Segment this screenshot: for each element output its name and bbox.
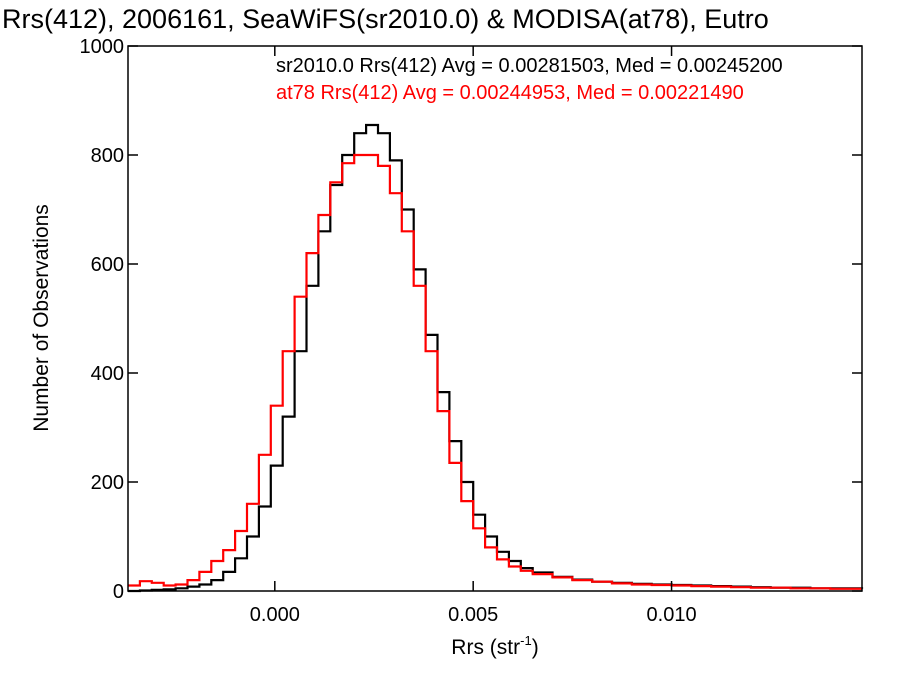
- series-line-1: [128, 123, 864, 593]
- y-tick-label-1: 0: [113, 581, 124, 603]
- x-axis-label-main: Rrs (str: [451, 636, 520, 659]
- y-tick-label-2: 200: [91, 472, 124, 494]
- x-axis-label-sup: -1: [520, 633, 532, 648]
- chart-title: Rrs(412), 2006161, SeaWiFS(sr2010.0) & M…: [2, 4, 769, 34]
- y-tick-label-4: 600: [91, 254, 124, 276]
- series-line-2: [128, 153, 862, 590]
- y-axis-label: Number of Observations: [30, 204, 53, 432]
- x-tick-label-2: 0.005: [448, 604, 498, 626]
- x-tick-label-1: 0.000: [250, 604, 300, 626]
- series-layer: [128, 123, 864, 593]
- y-tick-label-5: 800: [91, 145, 124, 167]
- x-tick-label-3: 0.010: [647, 604, 697, 626]
- axis-layer: 0.000 0.005 0.010 0 200 400 600 800 1000: [80, 36, 862, 626]
- y-tick-label-3: 400: [91, 363, 124, 385]
- y-tick-label-6: 1000: [80, 36, 125, 58]
- legend-entry-2: at78 Rrs(412) Avg = 0.00244953, Med = 0.…: [276, 82, 744, 104]
- plot-frame: [127, 45, 863, 592]
- x-axis-label-close: ): [532, 636, 539, 659]
- x-axis-label: Rrs (str-1): [451, 633, 538, 659]
- legend-entry-1: sr2010.0 Rrs(412) Avg = 0.00281503, Med …: [276, 55, 783, 77]
